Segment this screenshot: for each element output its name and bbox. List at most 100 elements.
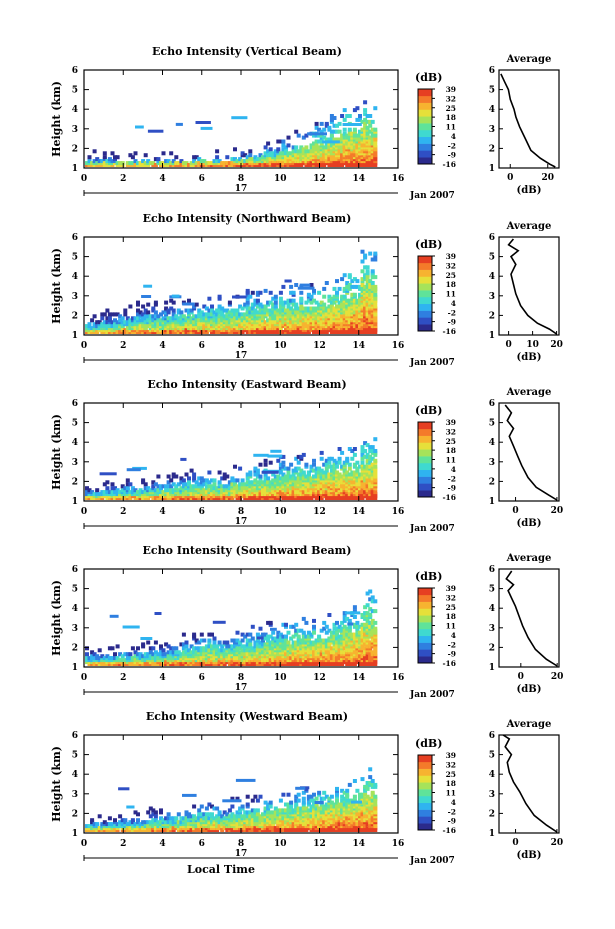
average-y-tick-label: 4 <box>489 105 495 115</box>
heatmap-cell <box>179 642 184 647</box>
heatmap-cell <box>363 482 368 487</box>
heatmap-cell <box>248 480 253 485</box>
heatmap-cell <box>110 320 115 325</box>
heatmap-cell <box>268 300 273 305</box>
heatmap-cell <box>286 308 291 313</box>
heatmap-cell <box>202 638 207 643</box>
colorbar-tick-label: 4 <box>451 465 456 474</box>
heatmap-cell <box>169 646 174 651</box>
heatmap-cell <box>317 474 322 479</box>
heatmap-cell <box>347 466 352 471</box>
heatmap-cell <box>174 650 179 655</box>
heatmap-cell <box>363 112 368 117</box>
colorbar-swatch <box>418 256 432 264</box>
heatmap-cell <box>120 316 125 321</box>
heatmap-cell <box>120 488 125 493</box>
heatmap-cell <box>373 292 378 297</box>
heatmap-cell <box>110 490 115 495</box>
heatmap-cell <box>350 131 355 136</box>
heatmap-cell <box>146 310 151 315</box>
heatmap-cell <box>153 163 158 167</box>
average-y-tick-label: 4 <box>489 438 495 448</box>
heatmap-cell <box>294 640 299 645</box>
heatmap-cell <box>159 318 163 323</box>
heatmap-cell <box>235 159 240 164</box>
heatmap-cell <box>335 632 339 637</box>
colorbar-tick-label: 11 <box>446 123 456 132</box>
heatmap-cell <box>153 310 158 315</box>
heatmap-cell <box>184 328 189 333</box>
heatmap-cell <box>271 472 276 477</box>
heatmap-cell <box>189 316 194 321</box>
heatmap-cell <box>118 658 123 663</box>
heatmap-cell <box>360 277 365 282</box>
heatmap-cell <box>115 320 120 325</box>
heatmap-cell <box>319 121 324 126</box>
heatmap-cell <box>171 646 176 651</box>
heatmap-cell <box>289 656 294 661</box>
heatmap-cell <box>169 484 174 489</box>
heatmap-cell <box>347 273 352 278</box>
heatmap-cell <box>128 153 133 158</box>
heatmap-cell <box>230 660 235 665</box>
heatmap-cell <box>125 656 130 661</box>
heatmap-cell <box>128 304 133 309</box>
heatmap-cell <box>363 615 368 619</box>
heatmap-cell <box>207 638 212 643</box>
heatmap-cell <box>273 636 278 641</box>
heatmap-cell <box>187 648 191 653</box>
heatmap-cell <box>319 638 324 643</box>
heatmap-cell <box>299 638 304 643</box>
heatmap-cell <box>342 108 347 113</box>
heatmap-cell <box>278 462 283 467</box>
heatmap-cell <box>296 628 301 633</box>
heatmap-cell <box>368 135 373 140</box>
heatmap-cell <box>212 314 217 319</box>
heatmap-cell <box>365 654 370 659</box>
heatmap-cell <box>255 328 260 333</box>
heatmap-cell <box>220 310 225 315</box>
heatmap-cell <box>312 474 316 479</box>
heatmap-cell <box>136 316 140 321</box>
heatmap-cell <box>368 460 373 465</box>
average-x-tick-label: 0 <box>512 506 518 516</box>
heatmap-cell <box>235 630 240 635</box>
colorbar-tick-label: 4 <box>451 132 456 141</box>
heatmap-cell <box>107 656 112 661</box>
heatmap-cell <box>192 476 197 481</box>
heatmap-cell <box>235 494 240 499</box>
heatmap-cell <box>125 316 130 321</box>
heatmap-cell <box>365 443 370 448</box>
average-y-tick-label: 2 <box>489 311 495 321</box>
average-y-tick-label: 2 <box>489 144 495 154</box>
heatmap-cell <box>373 458 378 463</box>
heatmap-cell <box>370 131 375 136</box>
colorbar-tick-label: 39 <box>446 85 456 94</box>
heatmap-cell <box>289 298 294 303</box>
heatmap-cell <box>263 308 268 313</box>
heatmap-cell <box>215 644 220 649</box>
heatmap-cell <box>355 478 360 483</box>
echo-patch <box>270 449 282 453</box>
heatmap-cell <box>276 474 281 479</box>
heatmap-cell <box>230 638 235 643</box>
average-y-tick-label: 3 <box>489 458 495 468</box>
heatmap-cell <box>136 652 140 657</box>
heatmap-cell <box>271 302 276 307</box>
heatmap-cell <box>151 306 156 311</box>
heatmap-cell <box>171 488 176 493</box>
heatmap-cell <box>309 662 314 666</box>
heatmap-cell <box>329 468 334 473</box>
heatmap-cell <box>207 660 212 665</box>
heatmap-cell <box>370 119 375 124</box>
heatmap-cell <box>317 306 322 311</box>
heatmap-cell <box>222 484 227 489</box>
heatmap-cell <box>299 472 304 477</box>
heatmap-cell <box>363 121 368 126</box>
heatmap-cell <box>107 646 112 651</box>
heatmap-cell <box>370 324 375 329</box>
heatmap-cell <box>342 460 347 465</box>
heatmap-cell <box>352 127 357 132</box>
echo-patch <box>175 122 183 126</box>
